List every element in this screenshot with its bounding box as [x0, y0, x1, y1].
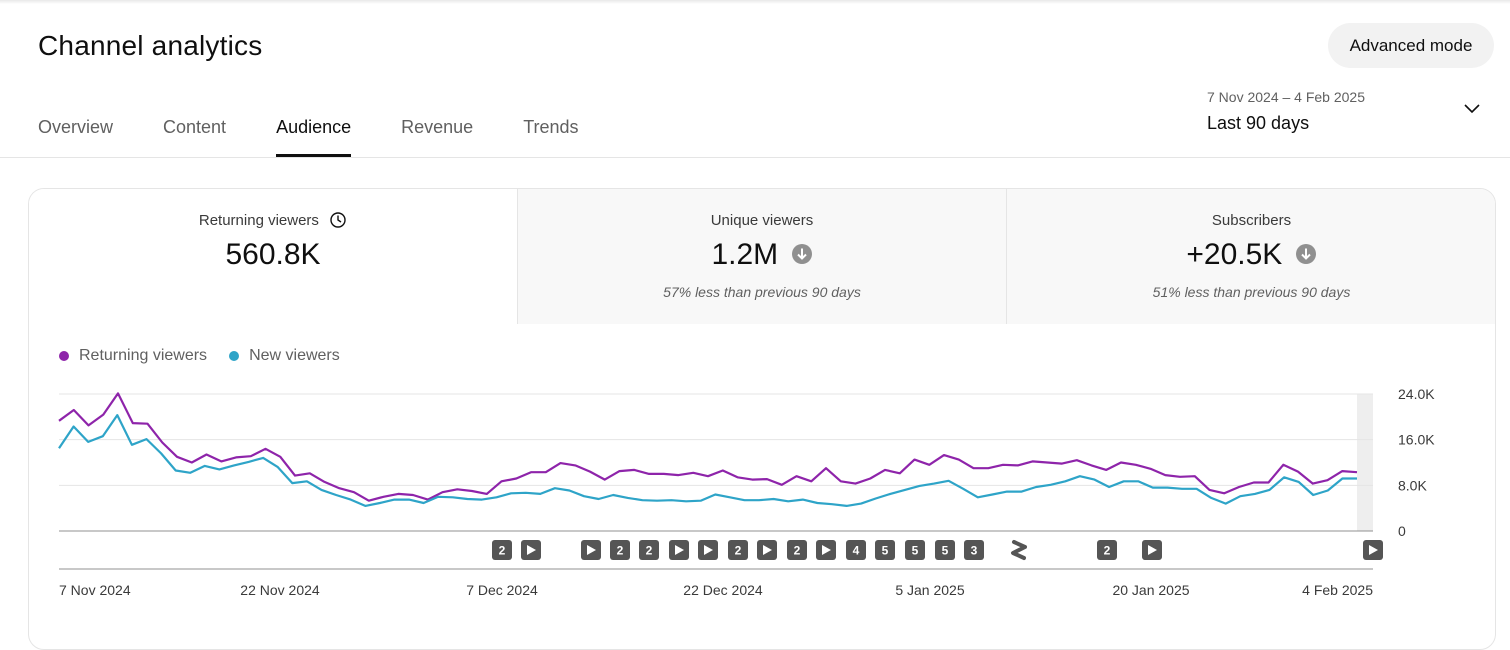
date-range-label: Last 90 days [1207, 113, 1310, 133]
metric-label: Returning viewers [198, 212, 319, 229]
tab-overview[interactable]: Overview [38, 117, 114, 137]
metric-subscribers[interactable]: Subscribers +20.5K 51% less than previou… [1006, 189, 1495, 324]
legend-item-new[interactable]: New viewers [229, 347, 340, 365]
legend-label: Returning viewers [79, 347, 208, 364]
video-count-marker [639, 540, 659, 560]
legend-dot [59, 351, 69, 361]
legend-label: New viewers [249, 347, 340, 364]
play-icon [675, 545, 684, 555]
video-count-marker [935, 540, 955, 560]
metric-label: Unique viewers [710, 212, 814, 229]
shorts-icon [1011, 540, 1027, 560]
chart-legend: Returning viewers New viewers [59, 347, 362, 365]
tab-audience[interactable]: Audience [276, 105, 352, 158]
play-icon [1369, 545, 1378, 555]
video-count-label: 2 [794, 544, 801, 558]
play-icon [822, 545, 831, 555]
arrow-down-icon [1295, 244, 1316, 265]
x-tick-label: 20 Jan 2025 [1112, 582, 1189, 598]
x-tick-label: 7 Dec 2024 [466, 582, 538, 598]
video-count-label: 2 [1104, 544, 1111, 558]
clock-icon [330, 212, 346, 228]
play-icon [763, 545, 772, 555]
chevron-down-icon [1464, 104, 1480, 114]
y-tick-label: 16.0K [1398, 432, 1435, 448]
play-icon [587, 545, 596, 555]
video-count-label: 4 [853, 544, 860, 558]
line-chart: 0 8.0K 16.0K 24.0K 2 2 2 2 2 4 5 5 5 3 2 7 Nov 2024 22 N… [58, 386, 1435, 598]
metric-returning-viewers[interactable]: Returning viewers 560.8K [29, 189, 517, 324]
play-icon [527, 545, 536, 555]
arrow-down-icon [791, 244, 812, 265]
top-shadow [0, 0, 1510, 4]
metrics-card: Returning viewers 560.8K Unique viewers … [28, 188, 1496, 650]
video-count-marker [846, 540, 866, 560]
x-tick-label: 22 Dec 2024 [683, 582, 763, 598]
video-count-marker [964, 540, 984, 560]
x-tick-label: 7 Nov 2024 [59, 582, 131, 598]
x-tick-label: 5 Jan 2025 [895, 582, 964, 598]
video-count-marker [1097, 540, 1117, 560]
play-icon [704, 545, 713, 555]
video-count-marker [787, 540, 807, 560]
today-band [1357, 394, 1373, 531]
video-count-label: 5 [882, 544, 889, 558]
video-count-label: 5 [942, 544, 949, 558]
date-range-dates: 7 Nov 2024 – 4 Feb 2025 [1207, 89, 1366, 105]
legend-item-returning[interactable]: Returning viewers [59, 347, 207, 365]
metric-value: 1.2M [711, 238, 779, 271]
video-count-marker [610, 540, 630, 560]
video-count-label: 5 [912, 544, 919, 558]
series-line-returning [58, 392, 1358, 502]
play-icon [1148, 545, 1157, 555]
metric-unique-viewers[interactable]: Unique viewers 1.2M 57% less than previo… [517, 189, 1006, 324]
tab-trends[interactable]: Trends [523, 117, 579, 137]
header-divider [0, 157, 1510, 158]
x-tick-label: 4 Feb 2025 [1302, 582, 1373, 598]
video-count-marker [728, 540, 748, 560]
video-count-marker [492, 540, 512, 560]
x-tick-label: 22 Nov 2024 [240, 582, 320, 598]
tab-revenue[interactable]: Revenue [401, 117, 474, 137]
series-line-new [58, 414, 1357, 507]
y-tick-label: 8.0K [1398, 477, 1427, 493]
date-range-picker[interactable]: 7 Nov 2024 – 4 Feb 2025 Last 90 days [1207, 86, 1490, 138]
video-count-marker [905, 540, 925, 560]
video-count-label: 3 [971, 544, 978, 558]
page-title: Channel analytics [38, 30, 263, 61]
tab-content[interactable]: Content [163, 117, 227, 137]
y-tick-label: 24.0K [1398, 386, 1435, 402]
video-count-label: 2 [646, 544, 653, 558]
video-count-label: 2 [735, 544, 742, 558]
metric-value: +20.5K [1186, 238, 1283, 271]
y-tick-label: 0 [1398, 523, 1406, 539]
metric-label: Subscribers [1211, 212, 1292, 229]
metric-subtext: 51% less than previous 90 days [1152, 284, 1351, 300]
advanced-mode-button[interactable]: Advanced mode [1328, 23, 1494, 68]
video-count-label: 2 [499, 544, 506, 558]
legend-dot [229, 351, 240, 361]
tab-bar: Overview Content Audience Revenue Trends [38, 105, 629, 158]
video-count-marker [875, 540, 895, 560]
metric-value: 560.8K [225, 238, 321, 271]
video-count-label: 2 [617, 544, 624, 558]
metric-subtext: 57% less than previous 90 days [663, 284, 861, 300]
